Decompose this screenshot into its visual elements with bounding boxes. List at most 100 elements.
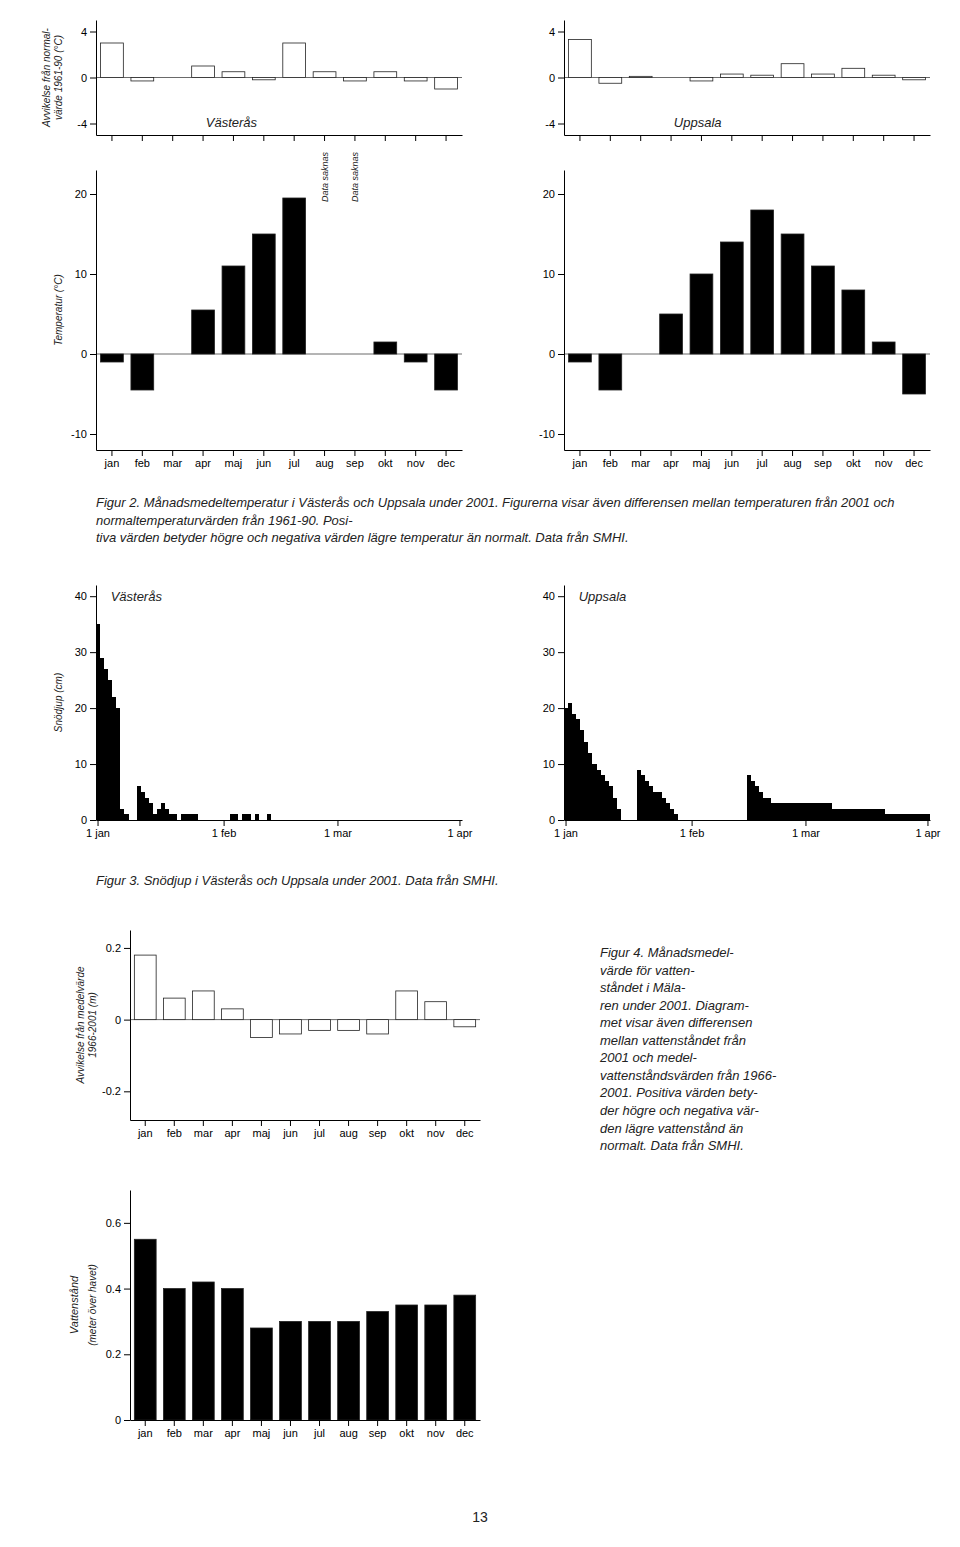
x-tick-mark [762, 450, 763, 456]
bar [367, 1020, 389, 1034]
bar [454, 820, 458, 821]
bar [405, 820, 409, 821]
x-tick-mark [261, 1420, 262, 1426]
bar [101, 354, 124, 362]
y-tick-mark [558, 652, 564, 653]
x-tick-label: mar [163, 457, 182, 469]
bar [161, 77, 184, 78]
x-tick-label: 1 jan [86, 827, 110, 839]
y-axis-line [96, 586, 97, 821]
x-axis: janfebmaraprmajjunjulaugsepoktnovdec [565, 450, 931, 469]
y-tick: 0 [115, 1414, 130, 1426]
x-tick-mark [172, 450, 173, 456]
bar [735, 820, 739, 821]
y-tick-label: -0.2 [102, 1085, 121, 1097]
x-tick-label: mar [194, 1427, 213, 1439]
bar [299, 820, 303, 821]
y-tick-label: 0 [81, 814, 87, 826]
bar [283, 198, 306, 354]
y-tick-label: 30 [75, 646, 87, 658]
x-tick: 1 mar [792, 820, 820, 839]
bar [720, 74, 743, 77]
bar [352, 820, 356, 821]
bar [425, 820, 429, 821]
bar [101, 43, 124, 78]
bar [279, 820, 283, 821]
y-tick-mark [124, 948, 130, 949]
y-axis: -404 [545, 21, 564, 136]
bar [230, 814, 234, 820]
x-tick: aug [339, 1120, 357, 1139]
x-tick: 1 feb [212, 820, 236, 839]
x-tick: feb [167, 1420, 182, 1439]
x-tick [446, 135, 447, 141]
x-tick: maj [253, 1120, 271, 1139]
y-tick-mark [90, 274, 96, 275]
x-tick: okt [378, 450, 393, 469]
bar [438, 820, 442, 821]
x-tick-mark [792, 450, 793, 456]
bar [906, 814, 910, 820]
y-tick-mark [558, 820, 564, 821]
y-tick-mark [558, 32, 564, 33]
bar [401, 820, 405, 821]
bar [849, 809, 853, 820]
bar [163, 1289, 185, 1420]
y-axis-title: Avvikelse från medelvärde1966-2001 (m) [75, 966, 98, 1085]
bar [222, 820, 226, 821]
x-tick-label: jan [104, 457, 120, 469]
x-tick-label: apr [195, 457, 211, 469]
bar [897, 814, 901, 820]
x-tick-label: sep [369, 1127, 387, 1139]
x-tick: sep [814, 450, 832, 469]
bar [649, 786, 653, 820]
bar [141, 792, 145, 820]
x-tick: jan [137, 1120, 153, 1139]
x-tick [385, 135, 386, 141]
x-tick-label: jan [572, 457, 588, 469]
panel-title: Västerås [206, 115, 258, 130]
x-tick-mark [914, 450, 915, 456]
y-tick-mark [124, 1354, 130, 1355]
x-tick-mark [385, 450, 386, 456]
bars [134, 955, 475, 1037]
bar [360, 820, 364, 821]
x-tick: jun [282, 1420, 298, 1439]
y-tick: -4 [77, 118, 96, 130]
bar [133, 820, 137, 821]
bar [280, 1321, 302, 1420]
x-tick-label: jul [313, 1127, 325, 1139]
x-tick: okt [399, 1420, 414, 1439]
bar [613, 798, 617, 820]
x-axis-line [97, 135, 463, 136]
bar [572, 714, 576, 820]
x-tick: jul [756, 450, 768, 469]
bar [129, 820, 133, 821]
x-tick-label: nov [427, 1127, 445, 1139]
y-tick: -10 [71, 428, 96, 440]
x-tick-mark [261, 1120, 262, 1126]
bar [720, 242, 743, 354]
x-tick-mark [640, 450, 641, 456]
x-tick-label: 1 apr [915, 827, 940, 839]
y-tick-mark [558, 354, 564, 355]
bar [116, 708, 120, 820]
bar [222, 266, 245, 354]
x-tick-label: okt [399, 1427, 414, 1439]
x-tick: jul [313, 1420, 325, 1439]
y-tick: 0 [115, 1014, 130, 1026]
x-tick [294, 135, 295, 141]
y-tick-mark [90, 434, 96, 435]
x-tick-label: apr [663, 457, 679, 469]
y-tick-label: 20 [75, 702, 87, 714]
bar [601, 775, 605, 820]
bar [666, 803, 670, 820]
x-tick-mark [385, 135, 386, 141]
x-tick-label: jun [255, 457, 271, 469]
x-tick-label: maj [253, 1127, 271, 1139]
x-tick: feb [603, 450, 618, 469]
bar [287, 820, 291, 821]
y-tick-mark [124, 1020, 130, 1021]
bar [385, 820, 389, 821]
x-tick-label: 1 mar [792, 827, 820, 839]
